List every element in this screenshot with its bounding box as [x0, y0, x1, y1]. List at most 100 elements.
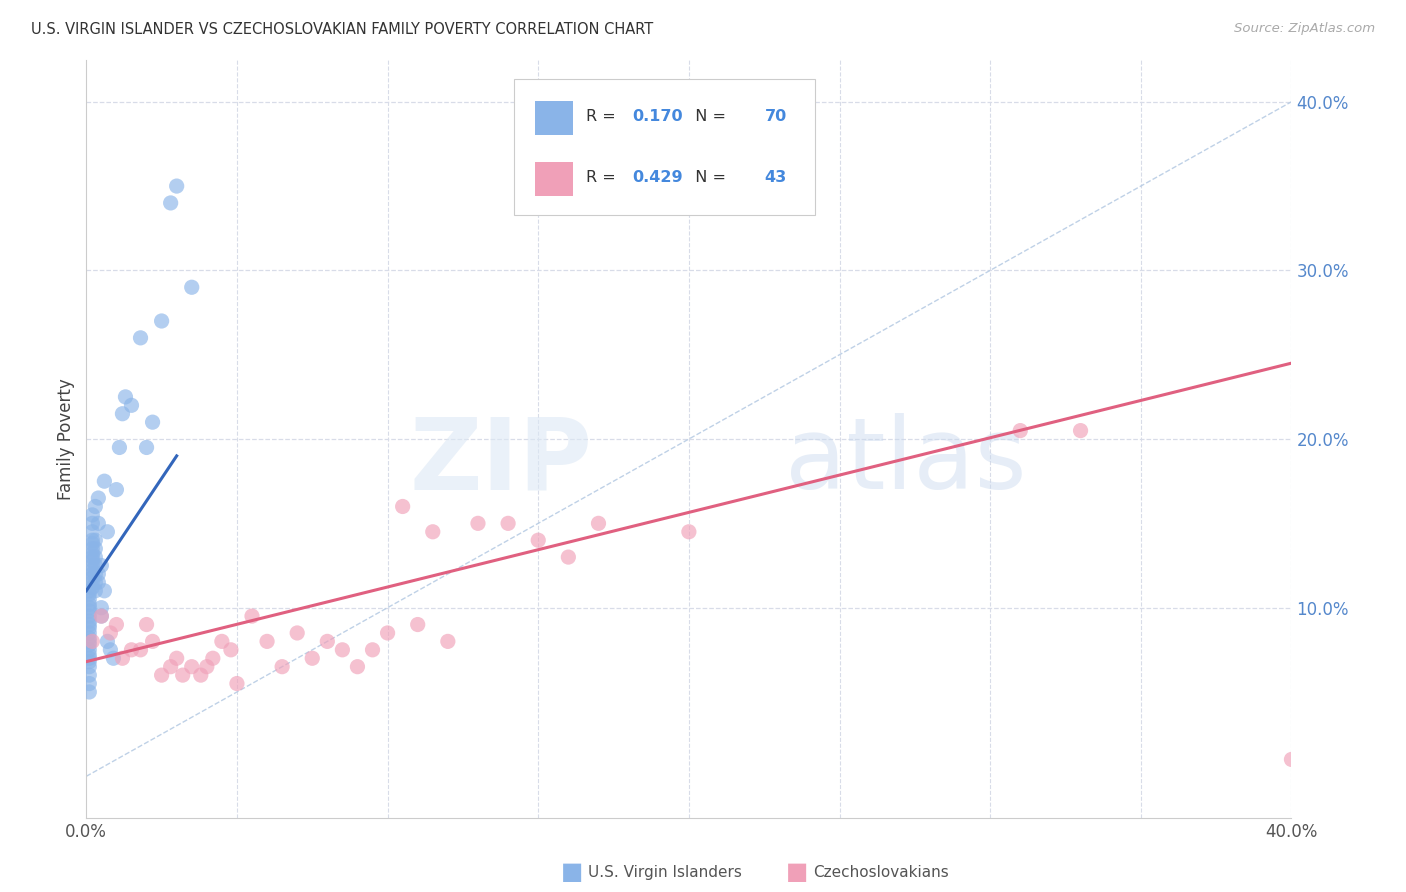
Point — [285, 626, 308, 640]
Point — [79, 600, 101, 615]
Point — [180, 280, 202, 294]
Point — [96, 634, 118, 648]
Point — [82, 550, 104, 565]
Point — [79, 676, 101, 690]
Point — [557, 550, 579, 565]
Point — [79, 655, 101, 669]
Point — [84, 583, 107, 598]
Y-axis label: Family Poverty: Family Poverty — [58, 378, 75, 500]
Point — [84, 575, 107, 590]
Point — [96, 524, 118, 539]
FancyBboxPatch shape — [534, 162, 574, 196]
Point — [1281, 752, 1303, 766]
Point — [90, 558, 112, 573]
Point — [121, 398, 143, 412]
Point — [87, 575, 110, 590]
Text: ZIP: ZIP — [409, 413, 592, 510]
Point — [678, 524, 700, 539]
Text: 0.429: 0.429 — [633, 169, 683, 185]
Point — [129, 331, 152, 345]
Point — [159, 659, 181, 673]
Point — [422, 524, 444, 539]
Text: R =: R = — [586, 169, 621, 185]
Point — [90, 609, 112, 624]
Point — [82, 575, 104, 590]
Point — [211, 634, 233, 648]
Point — [1010, 424, 1032, 438]
Point — [159, 196, 181, 211]
Point — [84, 500, 107, 514]
Point — [79, 643, 101, 657]
Point — [79, 668, 101, 682]
Point — [377, 626, 399, 640]
Point — [226, 676, 249, 690]
Point — [93, 474, 115, 488]
Text: Source: ZipAtlas.com: Source: ZipAtlas.com — [1234, 22, 1375, 36]
Point — [180, 659, 202, 673]
Point — [82, 524, 104, 539]
Point — [100, 626, 122, 640]
Point — [150, 314, 173, 328]
Point — [316, 634, 339, 648]
Point — [166, 651, 188, 665]
Text: U.S. Virgin Islanders: U.S. Virgin Islanders — [588, 865, 741, 880]
Point — [87, 491, 110, 505]
Point — [82, 533, 104, 548]
Point — [79, 614, 101, 628]
Point — [588, 516, 610, 531]
Text: U.S. VIRGIN ISLANDER VS CZECHOSLOVAKIAN FAMILY POVERTY CORRELATION CHART: U.S. VIRGIN ISLANDER VS CZECHOSLOVAKIAN … — [31, 22, 654, 37]
Text: N =: N = — [685, 109, 731, 124]
Point — [195, 659, 218, 673]
Point — [84, 533, 107, 548]
Point — [527, 533, 550, 548]
Point — [111, 651, 134, 665]
Text: R =: R = — [586, 109, 621, 124]
Point — [82, 536, 104, 550]
Point — [82, 570, 104, 584]
Point — [201, 651, 224, 665]
Point — [87, 516, 110, 531]
Point — [240, 609, 263, 624]
Point — [79, 609, 101, 624]
Point — [93, 583, 115, 598]
Point — [79, 597, 101, 611]
Text: 0.170: 0.170 — [633, 109, 683, 124]
Text: N =: N = — [685, 169, 731, 185]
Point — [82, 634, 104, 648]
Point — [87, 566, 110, 581]
Point — [135, 441, 157, 455]
Point — [105, 617, 128, 632]
Text: ■: ■ — [786, 861, 808, 884]
Point — [79, 659, 101, 673]
Point — [82, 581, 104, 595]
Point — [1070, 424, 1092, 438]
Point — [256, 634, 278, 648]
Point — [82, 508, 104, 522]
Point — [82, 558, 104, 573]
Point — [100, 643, 122, 657]
Point — [142, 415, 165, 429]
Point — [79, 604, 101, 618]
Text: ■: ■ — [561, 861, 583, 884]
Point — [82, 553, 104, 567]
Point — [79, 583, 101, 598]
Point — [111, 407, 134, 421]
Point — [79, 648, 101, 662]
FancyBboxPatch shape — [515, 78, 815, 215]
Point — [82, 516, 104, 531]
Point — [142, 634, 165, 648]
Point — [301, 651, 323, 665]
Point — [79, 651, 101, 665]
Point — [79, 621, 101, 635]
Point — [82, 564, 104, 578]
Point — [79, 626, 101, 640]
Point — [79, 638, 101, 652]
Point — [84, 566, 107, 581]
Point — [90, 609, 112, 624]
Point — [108, 441, 131, 455]
Text: 70: 70 — [765, 109, 787, 124]
Point — [172, 668, 194, 682]
Point — [406, 617, 429, 632]
Point — [103, 651, 125, 665]
Point — [166, 179, 188, 194]
